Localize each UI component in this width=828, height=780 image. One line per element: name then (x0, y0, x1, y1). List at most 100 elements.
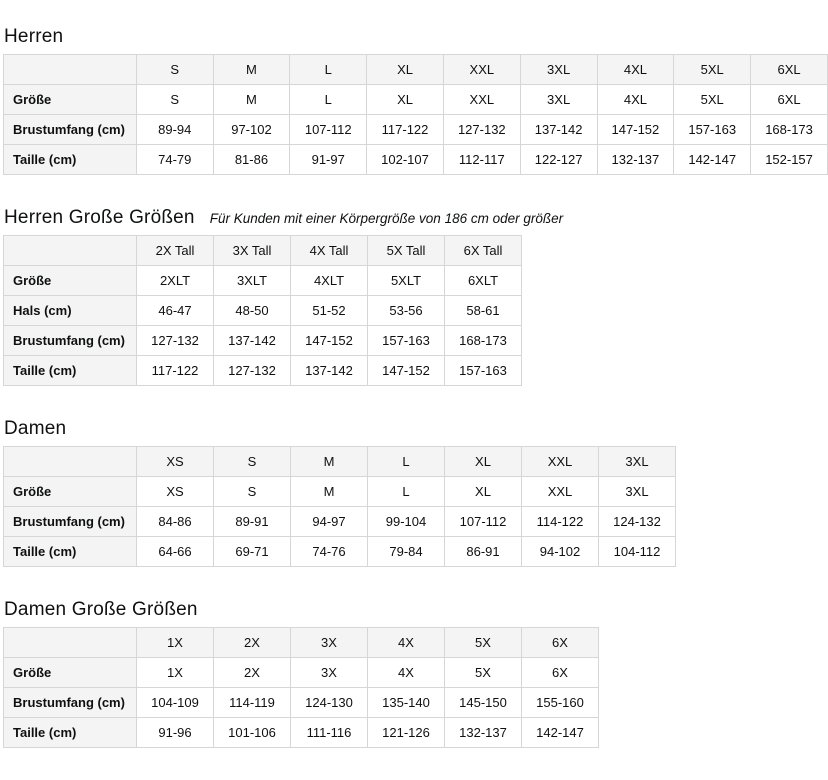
value-cell: 3X (290, 657, 368, 688)
value-cell: 127-132 (213, 355, 291, 386)
value-cell: 74-79 (135, 144, 214, 175)
value-cell: 137-142 (290, 355, 368, 386)
column-header: 3X (290, 627, 368, 658)
value-cell: 122-127 (519, 144, 598, 175)
size-charts: Herren S M L XL XXL 3XL 4XL 5XL 6XL Größe S M L XL XXL… (3, 26, 828, 748)
value-cell: S (213, 476, 291, 507)
row-label: Brustumfang (cm) (3, 114, 137, 145)
value-cell: 121-126 (367, 717, 445, 748)
value-cell: 132-137 (444, 717, 522, 748)
section-header: Herren Große Größen Für Kunden mit einer… (4, 207, 828, 229)
value-cell: 104-109 (136, 687, 214, 718)
value-cell: 107-112 (289, 114, 368, 145)
table-row: Taille (cm) 117-122 127-132 137-142 147-152 1… (3, 355, 522, 386)
value-cell: 91-97 (289, 144, 368, 175)
column-header: M (290, 446, 368, 477)
value-cell: 69-71 (213, 536, 291, 567)
section-header: Damen Große Größen (4, 599, 828, 621)
value-cell: 51-52 (290, 295, 368, 326)
row-label: Größe (3, 265, 137, 296)
value-cell: 89-94 (135, 114, 214, 145)
column-header: 6X (521, 627, 599, 658)
corner-cell (3, 235, 137, 266)
value-cell: XL (366, 84, 444, 115)
corner-cell (3, 446, 137, 477)
value-cell: 152-157 (750, 144, 828, 175)
value-cell: 99-104 (367, 506, 445, 537)
value-cell: 53-56 (367, 295, 445, 326)
column-header: XL (366, 54, 444, 85)
value-cell: 142-147 (673, 144, 752, 175)
value-cell: 147-152 (596, 114, 675, 145)
value-cell: 81-86 (212, 144, 291, 175)
value-cell: 107-112 (444, 506, 522, 537)
section-damen: Damen XS S M L XL XXL 3XL Größe XS S M L XL XXL 3XL Bru… (3, 418, 828, 567)
value-cell: 6X (521, 657, 599, 688)
column-header: 5X (444, 627, 522, 658)
table-row: Taille (cm) 64-66 69-71 74-76 79-84 86-91 94-1… (3, 536, 676, 567)
value-cell: 132-137 (596, 144, 675, 175)
corner-cell (3, 627, 137, 658)
column-header: 5X Tall (367, 235, 445, 266)
value-cell: 127-132 (442, 114, 521, 145)
row-label: Größe (3, 476, 137, 507)
section-header: Damen (4, 418, 828, 440)
column-header: S (135, 54, 214, 85)
table-row: Brustumfang (cm) 84-86 89-91 94-97 99-104 107… (3, 506, 676, 537)
value-cell: 157-163 (367, 325, 445, 356)
value-cell: 2X (213, 657, 291, 688)
row-label: Größe (3, 84, 137, 115)
value-cell: 112-117 (442, 144, 521, 175)
value-cell: 97-102 (212, 114, 291, 145)
column-header: L (367, 446, 445, 477)
value-cell: 4XLT (290, 265, 368, 296)
column-header-row: 1X 2X 3X 4X 5X 6X (3, 627, 599, 658)
value-cell: L (289, 84, 368, 115)
column-header: 3XL (519, 54, 598, 85)
row-label: Größe (3, 657, 137, 688)
value-cell: 6XLT (444, 265, 522, 296)
value-cell: 111-116 (290, 717, 368, 748)
value-cell: 168-173 (750, 114, 828, 145)
value-cell: 127-132 (136, 325, 214, 356)
table-row: Brustumfang (cm) 104-109 114-119 124-130 135… (3, 687, 599, 718)
value-cell: 2XLT (136, 265, 214, 296)
value-cell: 114-122 (521, 506, 599, 537)
column-header: 6XL (750, 54, 828, 85)
value-cell: 104-112 (598, 536, 676, 567)
value-cell: 147-152 (290, 325, 368, 356)
table-row: Größe XS S M L XL XXL 3XL (3, 476, 676, 507)
row-label: Brustumfang (cm) (3, 325, 137, 356)
value-cell: M (212, 84, 291, 115)
row-label: Brustumfang (cm) (3, 506, 137, 537)
column-header: 5XL (673, 54, 752, 85)
table-row: Taille (cm) 74-79 81-86 91-97 102-107 112-117… (3, 144, 828, 175)
table-row: Größe 1X 2X 3X 4X 5X 6X (3, 657, 599, 688)
value-cell: 1X (136, 657, 214, 688)
column-header: 6X Tall (444, 235, 522, 266)
column-header: L (289, 54, 368, 85)
table-row: Taille (cm) 91-96 101-106 111-116 121-126 132… (3, 717, 599, 748)
value-cell: 4X (367, 657, 445, 688)
value-cell: 114-119 (213, 687, 291, 718)
column-header: XXL (442, 54, 521, 85)
column-header-row: S M L XL XXL 3XL 4XL 5XL 6XL (3, 54, 828, 85)
value-cell: 124-130 (290, 687, 368, 718)
value-cell: XXL (521, 476, 599, 507)
column-header: 2X (213, 627, 291, 658)
column-header: 2X Tall (136, 235, 214, 266)
value-cell: 3XL (598, 476, 676, 507)
value-cell: XL (444, 476, 522, 507)
section-title: Damen Große Größen (4, 599, 198, 620)
value-cell: 117-122 (136, 355, 214, 386)
value-cell: 74-76 (290, 536, 368, 567)
table-row: Größe 2XLT 3XLT 4XLT 5XLT 6XLT (3, 265, 522, 296)
section-herren-grosse-groessen: Herren Große Größen Für Kunden mit einer… (3, 207, 828, 386)
value-cell: 5XL (673, 84, 752, 115)
value-cell: 117-122 (366, 114, 444, 145)
value-cell: 5X (444, 657, 522, 688)
value-cell: XXL (442, 84, 521, 115)
column-header: XXL (521, 446, 599, 477)
value-cell: 155-160 (521, 687, 599, 718)
table-row: Hals (cm) 46-47 48-50 51-52 53-56 58-61 (3, 295, 522, 326)
